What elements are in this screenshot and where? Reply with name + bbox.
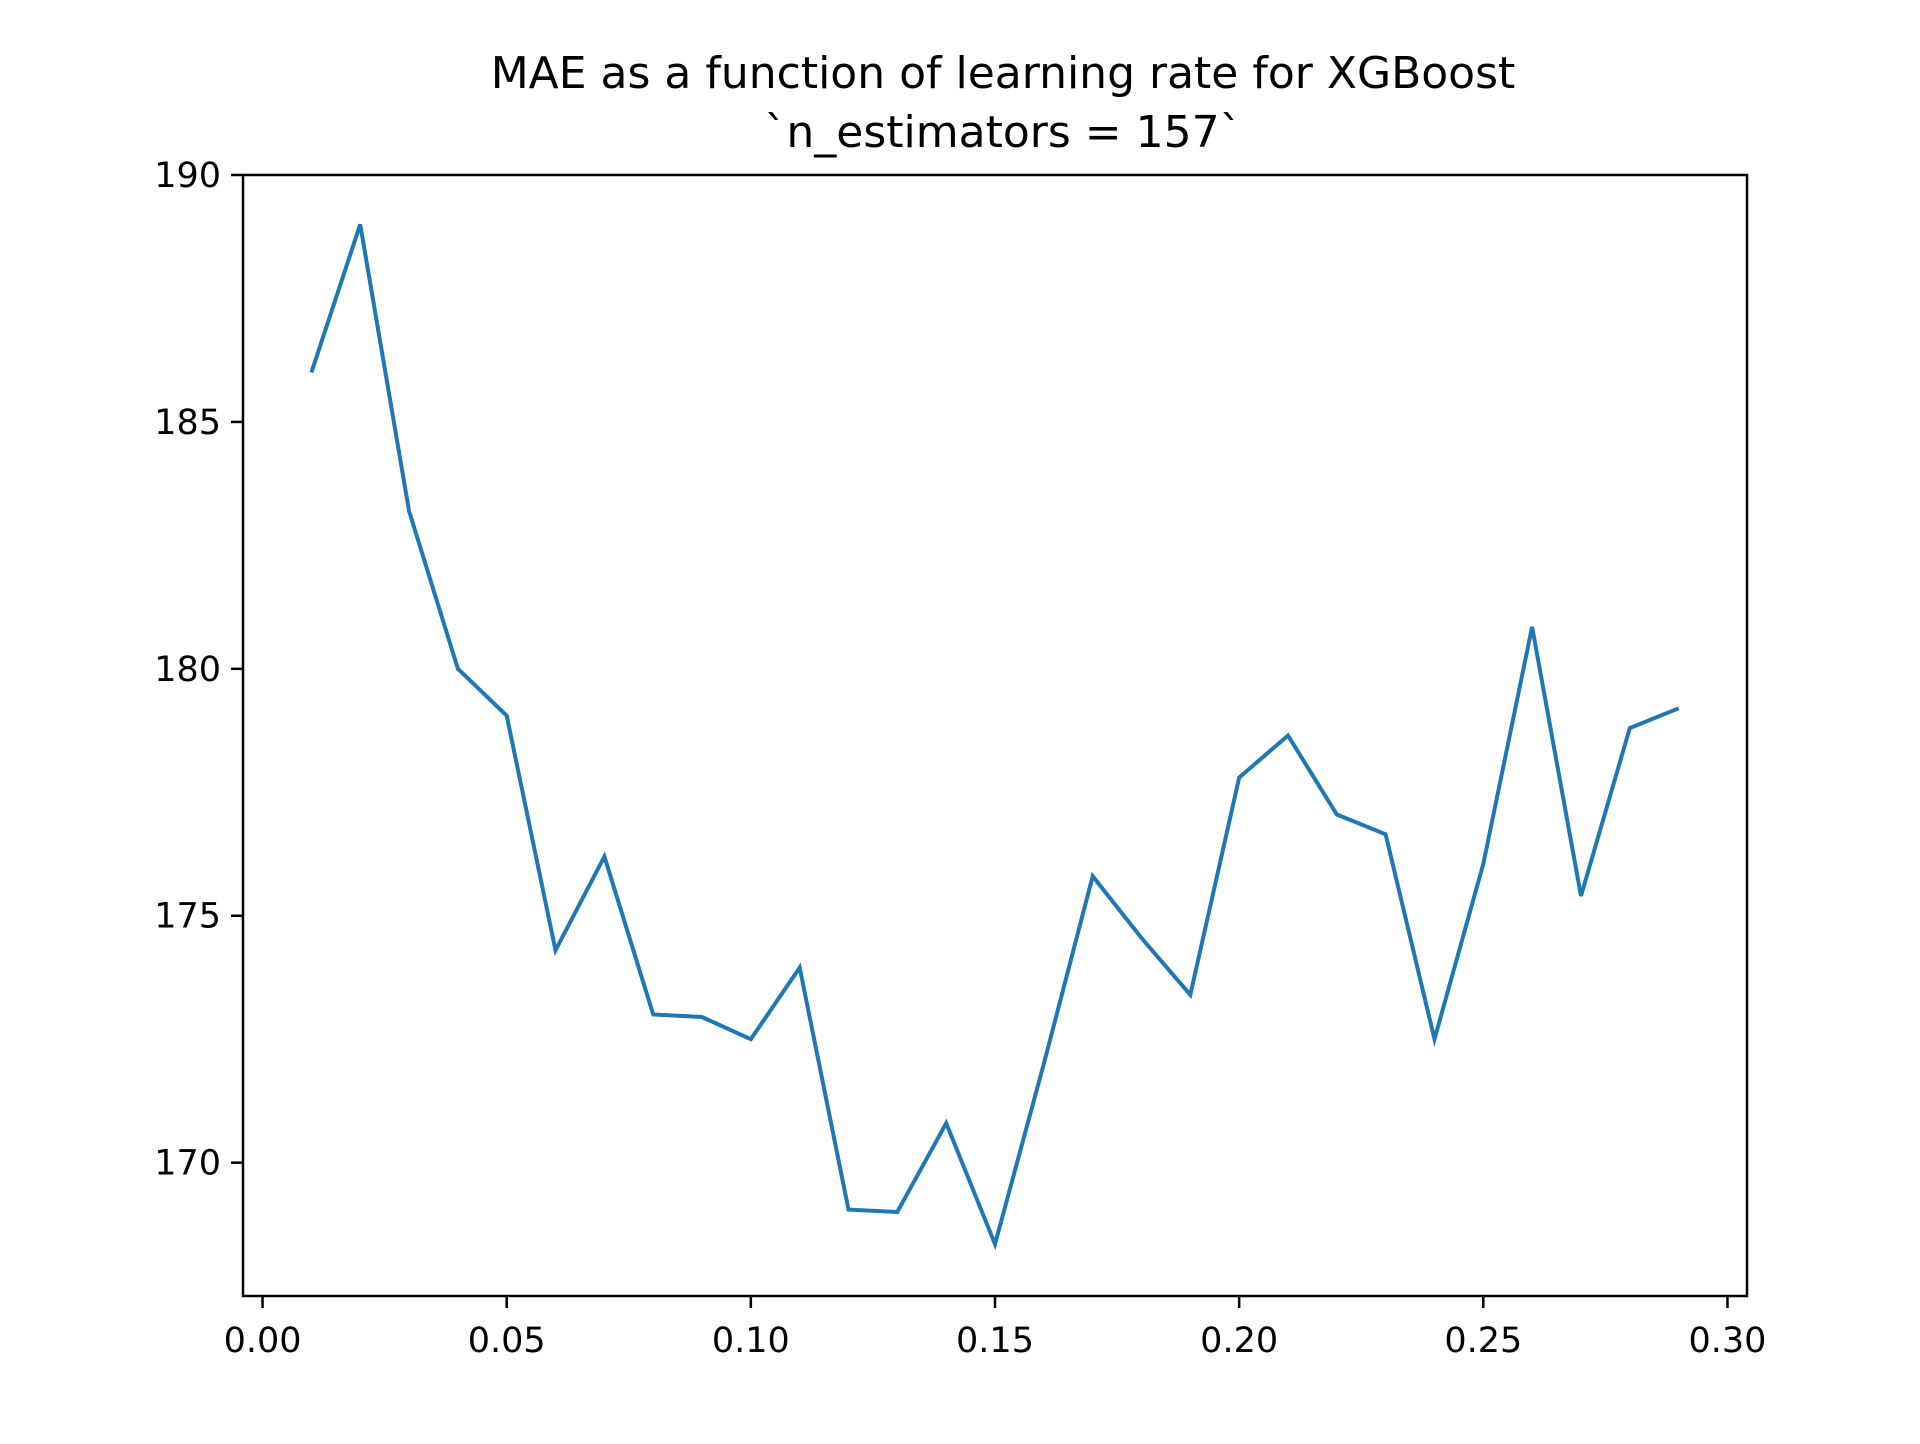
chart-subtitle: `n_estimators = 157` <box>764 107 1241 158</box>
y-tick-label: 170 <box>154 1144 221 1184</box>
x-axis: 0.00 0.05 0.10 0.15 0.20 0.25 0.30 <box>224 1296 1766 1361</box>
x-tick-label: 0.10 <box>712 1321 790 1361</box>
series-layer <box>309 223 1680 1251</box>
y-axis: 170 175 180 185 190 <box>154 156 243 1184</box>
chart-title: MAE as a function of learning rate for X… <box>491 48 1516 99</box>
y-tick-label: 185 <box>154 403 221 443</box>
x-tick-label: 0.15 <box>956 1321 1034 1361</box>
y-tick-label: 190 <box>154 156 221 196</box>
y-tick-label: 175 <box>154 897 221 937</box>
x-tick-label: 0.30 <box>1688 1321 1766 1361</box>
x-tick-label: 0.25 <box>1444 1321 1522 1361</box>
y-tick-label: 180 <box>154 650 221 690</box>
x-tick-label: 0.05 <box>468 1321 546 1361</box>
plot-frame <box>241 173 1749 1298</box>
x-tick-label: 0.00 <box>224 1321 302 1361</box>
x-tick-label: 0.20 <box>1200 1321 1278 1361</box>
series-line <box>309 223 1680 1251</box>
